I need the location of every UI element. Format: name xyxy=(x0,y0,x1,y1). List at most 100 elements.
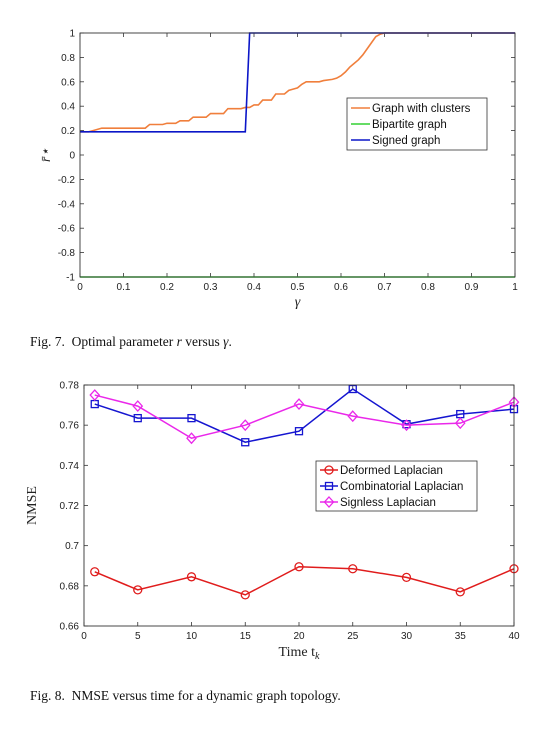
fig8-xtick-label: 20 xyxy=(293,631,305,642)
fig7-caption-text-2: versus xyxy=(185,334,220,349)
fig7-xtick-label: 0.2 xyxy=(160,282,174,293)
fig8-series-1-point xyxy=(241,438,250,447)
fig7-series-line-0 xyxy=(80,32,515,133)
fig7-chart: 0 0.1 0.2 0.3 0.4 0.5 0.6 0.7 0.8 0.9 1 -1 -0.8 -0.6 -… xyxy=(39,29,518,311)
fig7-xtick-label: 0.8 xyxy=(421,282,435,293)
fig8-series-2-point xyxy=(132,400,144,413)
fig8-series-line-0 xyxy=(94,565,515,596)
fig8-legend-marker-2 xyxy=(323,496,335,508)
fig8-legend-marker-0 xyxy=(324,465,334,475)
fig7-ytick-label: 0.2 xyxy=(61,126,75,137)
fig8-series-0 xyxy=(90,562,519,600)
fig7-caption-label: Fig. 7. xyxy=(30,334,65,349)
fig8-series-1-point xyxy=(294,427,304,436)
fig8-series-2-point xyxy=(293,398,305,411)
fig8-series-0-point xyxy=(133,585,143,595)
fig7-xtick-label: 0.9 xyxy=(465,282,479,293)
fig7-caption-var-r: r xyxy=(176,334,182,349)
fig8-series-0-point xyxy=(186,572,197,582)
fig8-series-0-point xyxy=(455,587,465,597)
fig7-ylabel: r̄⋆ xyxy=(39,148,54,162)
fig8-series-2-point xyxy=(401,419,412,432)
fig8-series-2-point xyxy=(186,432,197,445)
fig8-ytick-label: 0.66 xyxy=(60,622,80,633)
fig7-ytick-label: -0.2 xyxy=(58,175,76,186)
fig7-xtick-label: 0 xyxy=(77,282,83,293)
fig8-caption-label: Fig. 8. xyxy=(30,688,65,703)
fig8-series-0-point xyxy=(240,590,250,600)
fig8-xlabel-sub: k xyxy=(315,651,320,662)
fig8-xtick-label: 5 xyxy=(135,631,141,642)
fig8-series-0-point xyxy=(90,567,100,577)
fig8-series-2-point xyxy=(239,419,251,432)
fig8-series-1-point xyxy=(348,384,357,394)
fig8-xtick-label: 15 xyxy=(240,631,252,642)
fig7-legend-box xyxy=(346,97,488,151)
fig8-xtick-label: 30 xyxy=(401,631,413,642)
fig8-xlabel-main: Time t xyxy=(279,645,316,660)
fig8-ytick-label: 0.74 xyxy=(60,461,80,472)
fig8-series-2 xyxy=(89,389,520,445)
fig8-legend-marker-1 xyxy=(324,481,334,491)
fig8-ytick-label: 0.72 xyxy=(60,501,80,512)
fig8-caption-text: NMSE versus time for a dynamic graph top… xyxy=(71,688,341,703)
fig7-caption: Fig. 7. Optimal parameter r versus γ. xyxy=(30,334,232,350)
fig8-series-2-point xyxy=(347,410,359,423)
fig7-ytick-label: -0.6 xyxy=(58,224,76,235)
fig7-ytick-label: -0.8 xyxy=(58,248,76,259)
fig8-series-1 xyxy=(90,384,519,447)
fig7-legend-label-2: Signed graph xyxy=(372,135,440,147)
fig7-ytick-label: 0.4 xyxy=(61,102,75,113)
fig7-xtick-label: 0.6 xyxy=(334,282,348,293)
fig8-series-0-point xyxy=(294,562,304,572)
fig8-xtick-label: 10 xyxy=(186,631,198,642)
fig7-legend-label-0: Graph with clusters xyxy=(372,103,471,115)
fig7-ytick-label: 0.8 xyxy=(61,53,75,64)
fig7-ytick-label: 0 xyxy=(69,151,75,162)
fig7-xtick-label: 0.7 xyxy=(378,282,392,293)
fig8-xtick-label: 35 xyxy=(455,631,467,642)
fig8-series-2-point xyxy=(454,417,466,430)
fig7-legend-label-1: Bipartite graph xyxy=(372,119,447,131)
fig8-legend-label-1: Combinatorial Laplacian xyxy=(340,481,463,493)
fig8-xtick-label: 40 xyxy=(508,631,520,642)
fig8-series-line-2 xyxy=(94,394,515,440)
fig8-caption: Fig. 8. NMSE versus time for a dynamic g… xyxy=(30,688,341,704)
fig8-ylabel: NMSE xyxy=(25,486,40,525)
fig7-xtick-label: 0.3 xyxy=(204,282,218,293)
fig7-caption-var-gamma: γ xyxy=(223,334,229,349)
fig8-legend-label-0: Deformed Laplacian xyxy=(340,465,443,477)
fig7-xtick-label: 1 xyxy=(512,282,518,293)
fig8-xtick-label: 25 xyxy=(347,631,359,642)
fig8-legend-label-2: Signless Laplacian xyxy=(340,497,436,509)
fig7-axes-frame xyxy=(79,32,516,278)
fig7-caption-text-1: Optimal parameter xyxy=(71,334,174,349)
fig8-ytick-label: 0.78 xyxy=(60,381,80,392)
fig8-xlabel: Time tk xyxy=(279,645,320,662)
fig8-ytick-label: 0.76 xyxy=(60,421,80,432)
fig7-plot-area xyxy=(80,33,515,277)
fig8-series-2-point xyxy=(89,389,101,402)
fig8-legend: Deformed Laplacian Combinatorial Laplacia… xyxy=(315,460,478,512)
fig7-caption-period: . xyxy=(228,334,232,349)
fig8-series-line-1 xyxy=(94,388,515,444)
fig8-ytick-label: 0.68 xyxy=(60,581,80,592)
fig8-legend-box xyxy=(315,460,478,512)
fig7-xtick-label: 0.1 xyxy=(117,282,131,293)
fig8-xtick-label: 0 xyxy=(81,631,87,642)
fig7-xlabel: γ xyxy=(295,295,301,310)
fig8-axes-frame xyxy=(83,384,515,627)
fig7-xtick-label: 0.4 xyxy=(247,282,261,293)
fig7-ytick-label: -1 xyxy=(66,273,75,284)
fig7-ytick-label: -0.4 xyxy=(58,199,76,210)
fig8-series-1-point xyxy=(133,413,142,423)
fig8-chart: 0 5 10 15 20 25 30 35 40 0.66 0.68 0.7 0.72 0.74 0.76 0… xyxy=(25,381,520,663)
fig7-xtick-label: 0.5 xyxy=(291,282,305,293)
fig8-series-0-point xyxy=(401,572,412,583)
fig7-legend: Graph with clusters Bipartite graph Signed… xyxy=(346,97,488,151)
fig8-series-1-point xyxy=(187,413,196,423)
fig7-ytick-label: 1 xyxy=(69,29,75,40)
fig8-ytick-label: 0.7 xyxy=(65,541,79,552)
fig8-series-0-point xyxy=(348,564,358,574)
fig7-ytick-label: 0.6 xyxy=(61,77,75,88)
